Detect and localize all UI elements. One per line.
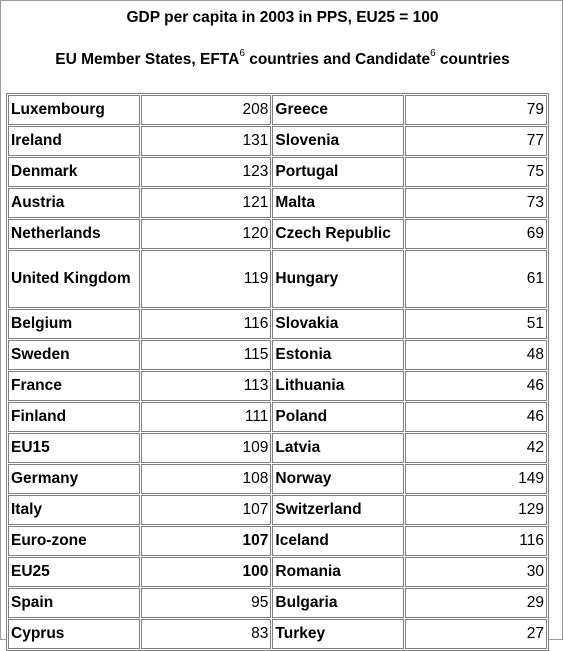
gdp-value-cell: 131: [140, 126, 272, 156]
country-name-cell: Euro-zone: [8, 526, 140, 556]
country-name-cell: France: [8, 371, 140, 401]
gdp-value-cell: 77: [405, 126, 547, 156]
country-name-cell: Bulgaria: [272, 588, 405, 618]
country-name-cell: EU15: [8, 433, 140, 463]
country-name-cell: Slovenia: [272, 126, 405, 156]
footnote-ref-candidate: 6: [430, 48, 436, 59]
gdp-value-cell: 120: [140, 219, 272, 249]
table-row: Spain 95 Bulgaria 29: [8, 588, 547, 618]
gdp-value-cell: 73: [405, 188, 547, 218]
gdp-value-cell: 30: [405, 557, 547, 587]
table-row: United Kingdom 119 Hungary 61: [8, 250, 547, 308]
page-subtitle: EU Member States, EFTA6 countries and Ca…: [1, 48, 563, 69]
country-name-cell: Finland: [8, 402, 140, 432]
gdp-value-cell: 129: [405, 495, 547, 525]
gdp-table-body: Luxembourg 208 Greece 79 Ireland 131 Slovenia 7…: [8, 95, 547, 649]
gdp-value-cell: 208: [140, 95, 272, 125]
gdp-value-cell: 69: [405, 219, 547, 249]
country-name-cell: Norway: [272, 464, 405, 494]
gdp-value-cell: 116: [405, 526, 547, 556]
country-name-cell: Cyprus: [8, 619, 140, 649]
table-row: Euro-zone 107 Iceland 116: [8, 526, 547, 556]
table-row: EU15 109 Latvia 42: [8, 433, 547, 463]
gdp-value-cell: 123: [140, 157, 272, 187]
country-name-cell: Hungary: [272, 250, 405, 308]
gdp-value-cell: 61: [405, 250, 547, 308]
country-name-cell: United Kingdom: [8, 250, 140, 308]
subtitle-part-3: countries: [435, 51, 510, 68]
table-row: Luxembourg 208 Greece 79: [8, 95, 547, 125]
gdp-value-cell: 95: [140, 588, 272, 618]
gdp-value-cell: 111: [140, 402, 272, 432]
gdp-value-cell: 100: [140, 557, 272, 587]
table-row: Sweden 115 Estonia 48: [8, 340, 547, 370]
gdp-table: Luxembourg 208 Greece 79 Ireland 131 Slovenia 7…: [6, 93, 549, 651]
table-row: Finland 111 Poland 46: [8, 402, 547, 432]
country-name-cell: Romania: [272, 557, 405, 587]
country-name-cell: Estonia: [272, 340, 405, 370]
country-name-cell: Latvia: [272, 433, 405, 463]
table-row: Austria 121 Malta 73: [8, 188, 547, 218]
table-row: Belgium 116 Slovakia 51: [8, 309, 547, 339]
gdp-value-cell: 46: [405, 371, 547, 401]
table-row: Ireland 131 Slovenia 77: [8, 126, 547, 156]
country-name-cell: Sweden: [8, 340, 140, 370]
gdp-value-cell: 27: [405, 619, 547, 649]
gdp-value-cell: 48: [405, 340, 547, 370]
country-name-cell: Denmark: [8, 157, 140, 187]
gdp-value-cell: 115: [140, 340, 272, 370]
footnote-ref-efta: 6: [239, 48, 245, 59]
gdp-value-cell: 42: [405, 433, 547, 463]
table-row: Denmark 123 Portugal 75: [8, 157, 547, 187]
gdp-value-cell: 116: [140, 309, 272, 339]
gdp-value-cell: 109: [140, 433, 272, 463]
country-name-cell: Czech Republic: [272, 219, 405, 249]
table-row: Cyprus 83 Turkey 27: [8, 619, 547, 649]
country-name-cell: Ireland: [8, 126, 140, 156]
country-name-cell: EU25: [8, 557, 140, 587]
gdp-value-cell: 113: [140, 371, 272, 401]
gdp-value-cell: 83: [140, 619, 272, 649]
gdp-value-cell: 79: [405, 95, 547, 125]
gdp-value-cell: 51: [405, 309, 547, 339]
country-name-cell: Turkey: [272, 619, 405, 649]
country-name-cell: Belgium: [8, 309, 140, 339]
gdp-value-cell: 107: [140, 526, 272, 556]
gdp-value-cell: 46: [405, 402, 547, 432]
gdp-value-cell: 107: [140, 495, 272, 525]
table-row: Italy 107 Switzerland 129: [8, 495, 547, 525]
table-row: France 113 Lithuania 46: [8, 371, 547, 401]
page-title: GDP per capita in 2003 in PPS, EU25 = 10…: [126, 9, 439, 26]
country-name-cell: Italy: [8, 495, 140, 525]
subtitle-part-1: EU Member States, EFTA: [55, 51, 240, 68]
country-name-cell: Iceland: [272, 526, 405, 556]
country-name-cell: Netherlands: [8, 219, 140, 249]
country-name-cell: Spain: [8, 588, 140, 618]
subtitle-part-2: countries and Candidate: [244, 51, 431, 68]
country-name-cell: Luxembourg: [8, 95, 140, 125]
country-name-cell: Greece: [272, 95, 405, 125]
country-name-cell: Switzerland: [272, 495, 405, 525]
table-row: EU25 100 Romania 30: [8, 557, 547, 587]
country-name-cell: Germany: [8, 464, 140, 494]
gdp-value-cell: 149: [405, 464, 547, 494]
gdp-value-cell: 108: [140, 464, 272, 494]
table-row: Germany 108 Norway 149: [8, 464, 547, 494]
table-row: Netherlands 120 Czech Republic 69: [8, 219, 547, 249]
country-name-cell: Slovakia: [272, 309, 405, 339]
country-name-cell: Malta: [272, 188, 405, 218]
country-name-cell: Austria: [8, 188, 140, 218]
country-name-cell: Portugal: [272, 157, 405, 187]
gdp-value-cell: 121: [140, 188, 272, 218]
country-name-cell: Poland: [272, 402, 405, 432]
country-name-cell: Lithuania: [272, 371, 405, 401]
gdp-value-cell: 119: [140, 250, 272, 308]
gdp-value-cell: 75: [405, 157, 547, 187]
gdp-value-cell: 29: [405, 588, 547, 618]
